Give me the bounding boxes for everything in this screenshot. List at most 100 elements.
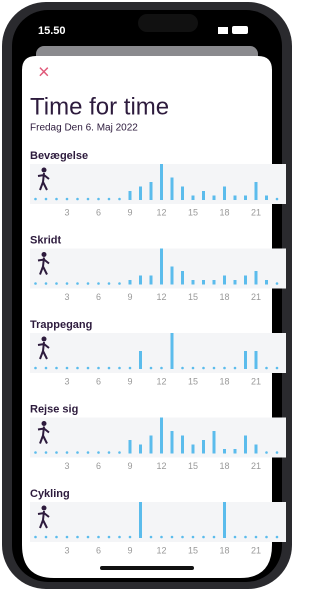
bar	[181, 187, 184, 201]
zero-dot	[265, 536, 268, 539]
x-tick-label: 9	[127, 376, 132, 386]
bar	[213, 280, 216, 285]
x-tick-label: 3	[64, 545, 69, 555]
bar	[192, 445, 195, 454]
bar	[129, 191, 132, 200]
bar	[171, 267, 174, 285]
zero-dot	[45, 198, 48, 201]
zero-dot	[223, 367, 226, 370]
zero-dot	[34, 282, 37, 285]
x-tick-label: 9	[127, 461, 132, 471]
x-tick-label: 12	[156, 292, 166, 302]
zero-dot	[34, 198, 37, 201]
zero-dot	[66, 536, 69, 539]
zero-dot	[160, 536, 163, 539]
x-tick-label: 6	[96, 545, 101, 555]
bar	[223, 502, 226, 538]
zero-dot	[66, 367, 69, 370]
bar	[160, 164, 163, 200]
zero-dot	[234, 367, 237, 370]
bar	[160, 249, 163, 285]
zero-dot	[45, 451, 48, 454]
x-tick-label: 9	[127, 545, 132, 555]
bar	[171, 431, 174, 454]
zero-dot	[55, 282, 58, 285]
activity-icon	[42, 421, 47, 426]
bar	[150, 182, 153, 200]
bar	[213, 431, 216, 454]
zero-dot	[66, 451, 69, 454]
bar	[234, 280, 237, 285]
bar	[234, 449, 237, 454]
x-tick-label: 15	[188, 545, 198, 555]
chart-title: Skridt	[30, 234, 62, 246]
activity-icon	[42, 168, 47, 173]
zero-dot	[276, 282, 279, 285]
bar	[244, 436, 247, 454]
zero-dot	[45, 282, 48, 285]
chart-background	[30, 333, 286, 373]
zero-dot	[118, 282, 121, 285]
x-tick-label: 3	[64, 376, 69, 386]
bar	[139, 351, 142, 369]
zero-dot	[276, 451, 279, 454]
zero-dot	[276, 198, 279, 201]
x-tick-label: 21	[251, 461, 261, 471]
bar	[139, 276, 142, 285]
zero-dot	[76, 198, 79, 201]
zero-dot	[276, 367, 279, 370]
zero-dot	[87, 367, 90, 370]
x-tick-label: 12	[156, 461, 166, 471]
zero-dot	[213, 367, 216, 370]
bar	[244, 196, 247, 201]
zero-dot	[255, 536, 258, 539]
bar	[192, 280, 195, 285]
bar	[160, 418, 163, 454]
bar	[181, 436, 184, 454]
notch	[138, 14, 198, 32]
bar	[265, 196, 268, 201]
zero-dot	[55, 451, 58, 454]
bar	[223, 449, 226, 454]
x-tick-label: 21	[251, 545, 261, 555]
activity-icon	[42, 337, 47, 342]
zero-dot	[181, 536, 184, 539]
zero-dot	[97, 367, 100, 370]
zero-dot	[118, 367, 121, 370]
zero-dot	[181, 367, 184, 370]
zero-dot	[108, 198, 111, 201]
zero-dot	[66, 282, 69, 285]
bar	[181, 271, 184, 285]
bar	[234, 196, 237, 201]
zero-dot	[118, 536, 121, 539]
bar	[202, 191, 205, 200]
zero-dot	[202, 367, 205, 370]
zero-dot	[265, 367, 268, 370]
zero-dot	[76, 367, 79, 370]
zero-dot	[234, 536, 237, 539]
zero-dot	[34, 451, 37, 454]
close-button[interactable]: ×	[38, 61, 50, 83]
x-tick-label: 9	[127, 292, 132, 302]
x-tick-label: 15	[188, 461, 198, 471]
chart-background	[30, 164, 286, 204]
zero-dot	[45, 367, 48, 370]
bar	[265, 280, 268, 285]
chart-title: Rejse sig	[30, 403, 78, 415]
x-tick-label: 12	[156, 207, 166, 217]
zero-dot	[118, 451, 121, 454]
zero-dot	[108, 451, 111, 454]
zero-dot	[192, 536, 195, 539]
bar	[255, 445, 258, 454]
zero-dot	[202, 536, 205, 539]
zero-dot	[76, 451, 79, 454]
zero-dot	[97, 536, 100, 539]
zero-dot	[265, 451, 268, 454]
zero-dot	[129, 536, 132, 539]
zero-dot	[108, 367, 111, 370]
x-tick-label: 18	[219, 292, 229, 302]
zero-dot	[276, 536, 279, 539]
zero-dot	[97, 451, 100, 454]
zero-dot	[150, 536, 153, 539]
x-tick-label: 15	[188, 376, 198, 386]
